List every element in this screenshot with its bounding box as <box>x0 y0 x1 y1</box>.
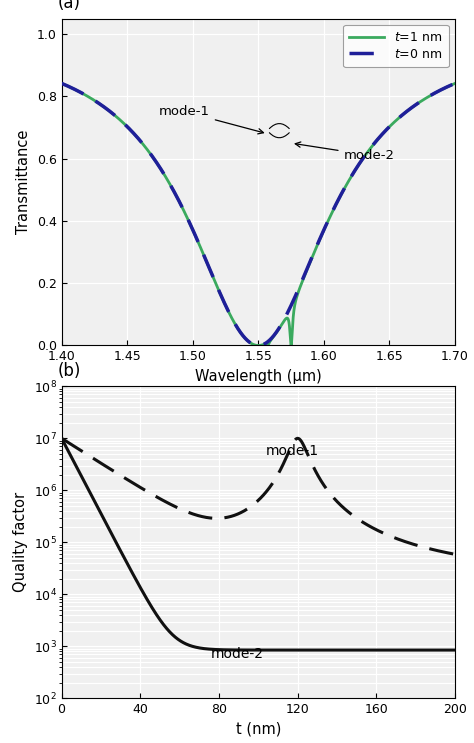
X-axis label: t (nm): t (nm) <box>236 722 281 737</box>
Line: $t$=1 nm: $t$=1 nm <box>62 83 455 345</box>
$t$=1 nm <box>452 79 458 88</box>
Legend: $t$=1 nm, $t$=0 nm: $t$=1 nm, $t$=0 nm <box>343 25 449 67</box>
$t$=0 nm <box>61 80 66 88</box>
$t$=0 nm <box>251 340 257 349</box>
Text: mode-1: mode-1 <box>266 444 319 458</box>
$t$=0 nm <box>82 91 88 100</box>
Text: mode-2: mode-2 <box>295 142 394 162</box>
Text: (b): (b) <box>58 362 81 380</box>
$t$=1 nm <box>61 80 66 88</box>
$t$=1 nm <box>75 86 81 95</box>
Text: (a): (a) <box>58 0 81 12</box>
Text: mode-1: mode-1 <box>159 105 264 134</box>
Y-axis label: Quality factor: Quality factor <box>13 493 28 592</box>
Y-axis label: Transmittance: Transmittance <box>16 130 31 234</box>
$t$=0 nm <box>75 86 81 95</box>
$t$=1 nm <box>255 341 261 350</box>
$t$=0 nm <box>59 79 64 88</box>
$t$=1 nm <box>251 340 257 349</box>
$t$=0 nm <box>431 89 437 98</box>
$t$=0 nm <box>452 79 458 88</box>
$t$=0 nm <box>136 134 142 143</box>
$t$=0 nm <box>255 341 261 350</box>
$t$=1 nm <box>59 79 64 88</box>
$t$=1 nm <box>136 134 142 143</box>
Text: mode-2: mode-2 <box>211 647 264 661</box>
$t$=1 nm <box>431 89 437 98</box>
X-axis label: Wavelength (μm): Wavelength (μm) <box>195 369 322 384</box>
Line: $t$=0 nm: $t$=0 nm <box>62 83 455 345</box>
$t$=1 nm <box>82 91 88 100</box>
